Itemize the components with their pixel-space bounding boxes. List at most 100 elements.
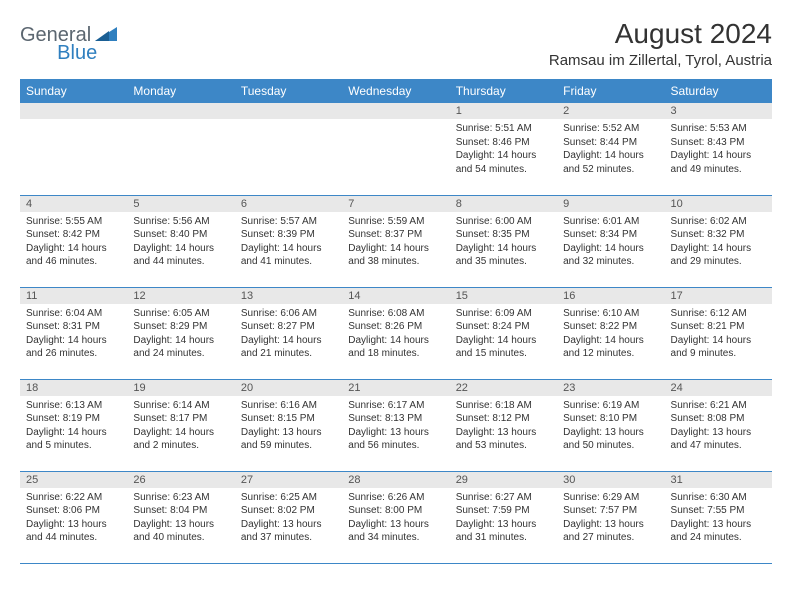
calendar-day-cell: 29Sunrise: 6:27 AMSunset: 7:59 PMDayligh… xyxy=(450,471,557,563)
day-number: 17 xyxy=(665,288,772,304)
sunset-label: Sunset: xyxy=(241,505,278,516)
day-number: 5 xyxy=(127,196,234,212)
sunset-label: Sunset: xyxy=(456,505,493,516)
sunset-line: Sunset: 8:06 PM xyxy=(26,504,121,518)
sunset-line: Sunset: 8:42 PM xyxy=(26,228,121,242)
sunrise-label: Sunrise: xyxy=(26,216,65,227)
calendar-day-cell: 23Sunrise: 6:19 AMSunset: 8:10 PMDayligh… xyxy=(557,379,664,471)
sunrise-line: Sunrise: 6:10 AM xyxy=(563,307,658,321)
sunset-value: 8:29 PM xyxy=(170,321,207,332)
daylight-line: Daylight: 14 hours and 24 minutes. xyxy=(133,334,228,361)
day-details: Sunrise: 6:12 AMSunset: 8:21 PMDaylight:… xyxy=(665,304,772,365)
daylight-label: Daylight: xyxy=(241,243,283,254)
daylight-line: Daylight: 14 hours and 9 minutes. xyxy=(671,334,766,361)
sunrise-label: Sunrise: xyxy=(456,400,495,411)
sunrise-value: 6:19 AM xyxy=(603,400,640,411)
calendar-day-cell xyxy=(127,103,234,195)
day-number xyxy=(127,103,234,119)
sunrise-line: Sunrise: 6:19 AM xyxy=(563,399,658,413)
logo: General Blue xyxy=(20,18,161,47)
calendar-day-cell: 24Sunrise: 6:21 AMSunset: 8:08 PMDayligh… xyxy=(665,379,772,471)
day-details: Sunrise: 5:53 AMSunset: 8:43 PMDaylight:… xyxy=(665,119,772,180)
sunset-label: Sunset: xyxy=(133,413,170,424)
sunrise-value: 6:00 AM xyxy=(495,216,532,227)
day-number: 20 xyxy=(235,380,342,396)
sunset-line: Sunset: 8:27 PM xyxy=(241,320,336,334)
sunset-label: Sunset: xyxy=(26,505,63,516)
sunset-label: Sunset: xyxy=(241,229,278,240)
sunrise-label: Sunrise: xyxy=(241,492,280,503)
weekday-header: Tuesday xyxy=(235,79,342,103)
location-text: Ramsau im Zillertal, Tyrol, Austria xyxy=(549,52,772,69)
daylight-label: Daylight: xyxy=(456,150,498,161)
sunset-value: 8:27 PM xyxy=(278,321,315,332)
daylight-label: Daylight: xyxy=(348,335,390,346)
calendar-day-cell: 6Sunrise: 5:57 AMSunset: 8:39 PMDaylight… xyxy=(235,195,342,287)
calendar-day-cell: 5Sunrise: 5:56 AMSunset: 8:40 PMDaylight… xyxy=(127,195,234,287)
sunrise-label: Sunrise: xyxy=(563,400,602,411)
daylight-label: Daylight: xyxy=(348,427,390,438)
calendar-day-cell: 16Sunrise: 6:10 AMSunset: 8:22 PMDayligh… xyxy=(557,287,664,379)
sunset-value: 8:06 PM xyxy=(63,505,100,516)
day-number: 3 xyxy=(665,103,772,119)
calendar-day-cell: 7Sunrise: 5:59 AMSunset: 8:37 PMDaylight… xyxy=(342,195,449,287)
day-details: Sunrise: 5:56 AMSunset: 8:40 PMDaylight:… xyxy=(127,212,234,273)
sunrise-line: Sunrise: 5:52 AM xyxy=(563,122,658,136)
logo-triangle-icon xyxy=(95,25,117,46)
day-number: 1 xyxy=(450,103,557,119)
day-number: 16 xyxy=(557,288,664,304)
daylight-line: Daylight: 14 hours and 15 minutes. xyxy=(456,334,551,361)
weekday-header: Friday xyxy=(557,79,664,103)
daylight-line: Daylight: 14 hours and 46 minutes. xyxy=(26,242,121,269)
sunrise-label: Sunrise: xyxy=(348,492,387,503)
day-details: Sunrise: 6:16 AMSunset: 8:15 PMDaylight:… xyxy=(235,396,342,457)
sunrise-value: 6:06 AM xyxy=(280,308,317,319)
logo-text-blue: Blue xyxy=(57,42,97,65)
sunset-line: Sunset: 8:15 PM xyxy=(241,412,336,426)
daylight-line: Daylight: 13 hours and 47 minutes. xyxy=(671,426,766,453)
sunset-value: 8:42 PM xyxy=(63,229,100,240)
sunset-label: Sunset: xyxy=(563,321,600,332)
day-number: 9 xyxy=(557,196,664,212)
daylight-line: Daylight: 14 hours and 38 minutes. xyxy=(348,242,443,269)
sunrise-line: Sunrise: 6:09 AM xyxy=(456,307,551,321)
sunrise-label: Sunrise: xyxy=(671,492,710,503)
sunrise-label: Sunrise: xyxy=(241,400,280,411)
calendar-day-cell: 28Sunrise: 6:26 AMSunset: 8:00 PMDayligh… xyxy=(342,471,449,563)
calendar-day-cell: 15Sunrise: 6:09 AMSunset: 8:24 PMDayligh… xyxy=(450,287,557,379)
day-details: Sunrise: 6:01 AMSunset: 8:34 PMDaylight:… xyxy=(557,212,664,273)
daylight-line: Daylight: 14 hours and 26 minutes. xyxy=(26,334,121,361)
sunset-line: Sunset: 8:44 PM xyxy=(563,136,658,150)
sunset-value: 8:10 PM xyxy=(600,413,637,424)
calendar-week-row: 4Sunrise: 5:55 AMSunset: 8:42 PMDaylight… xyxy=(20,195,772,287)
calendar-day-cell: 8Sunrise: 6:00 AMSunset: 8:35 PMDaylight… xyxy=(450,195,557,287)
weekday-header: Monday xyxy=(127,79,234,103)
day-details: Sunrise: 6:22 AMSunset: 8:06 PMDaylight:… xyxy=(20,488,127,549)
sunset-label: Sunset: xyxy=(671,137,708,148)
sunset-line: Sunset: 8:17 PM xyxy=(133,412,228,426)
sunset-line: Sunset: 7:59 PM xyxy=(456,504,551,518)
sunrise-line: Sunrise: 6:02 AM xyxy=(671,215,766,229)
weekday-header-row: Sunday Monday Tuesday Wednesday Thursday… xyxy=(20,79,772,103)
daylight-label: Daylight: xyxy=(563,243,605,254)
sunset-line: Sunset: 8:40 PM xyxy=(133,228,228,242)
daylight-label: Daylight: xyxy=(133,427,175,438)
calendar-day-cell: 1Sunrise: 5:51 AMSunset: 8:46 PMDaylight… xyxy=(450,103,557,195)
sunset-line: Sunset: 8:39 PM xyxy=(241,228,336,242)
calendar-day-cell: 2Sunrise: 5:52 AMSunset: 8:44 PMDaylight… xyxy=(557,103,664,195)
sunset-value: 8:12 PM xyxy=(492,413,529,424)
day-details: Sunrise: 5:57 AMSunset: 8:39 PMDaylight:… xyxy=(235,212,342,273)
daylight-label: Daylight: xyxy=(671,150,713,161)
daylight-label: Daylight: xyxy=(671,427,713,438)
sunrise-line: Sunrise: 6:08 AM xyxy=(348,307,443,321)
sunset-value: 8:13 PM xyxy=(385,413,422,424)
sunrise-label: Sunrise: xyxy=(348,216,387,227)
sunset-value: 7:57 PM xyxy=(600,505,637,516)
daylight-label: Daylight: xyxy=(563,519,605,530)
sunrise-value: 6:30 AM xyxy=(710,492,747,503)
sunrise-label: Sunrise: xyxy=(456,492,495,503)
sunrise-value: 6:17 AM xyxy=(388,400,425,411)
calendar-day-cell: 4Sunrise: 5:55 AMSunset: 8:42 PMDaylight… xyxy=(20,195,127,287)
daylight-line: Daylight: 14 hours and 41 minutes. xyxy=(241,242,336,269)
sunrise-line: Sunrise: 6:22 AM xyxy=(26,491,121,505)
